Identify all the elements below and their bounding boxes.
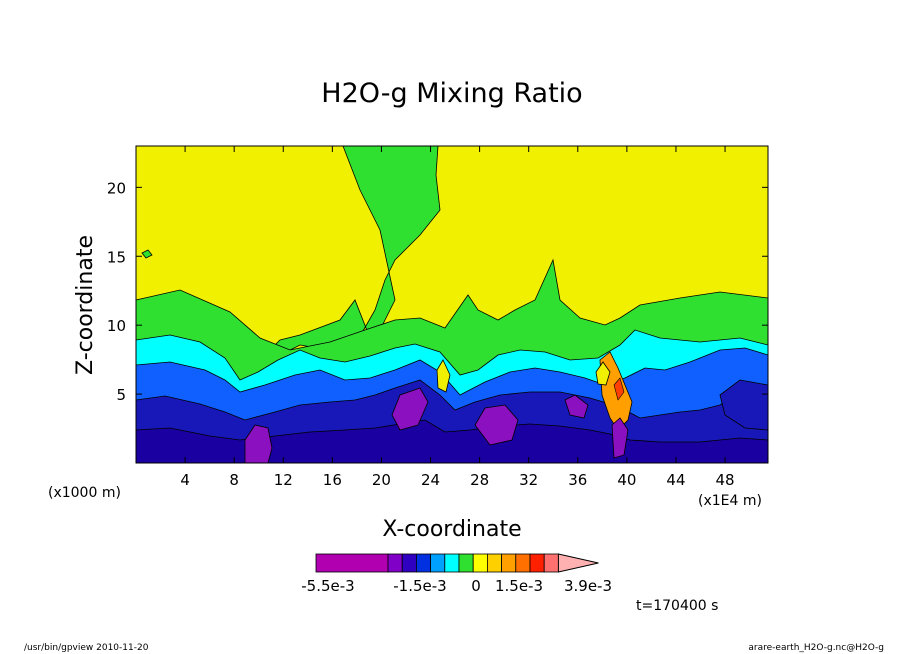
colorbar-cell bbox=[529, 553, 545, 573]
field-purple-3 bbox=[474, 404, 519, 446]
field-purple-4 bbox=[564, 394, 589, 419]
x-tick-label: 32 bbox=[519, 471, 538, 489]
x-tick-label: 16 bbox=[323, 471, 342, 489]
field-green-dot bbox=[141, 249, 153, 259]
field-darkblue-right bbox=[719, 379, 768, 431]
colorbar-tip bbox=[557, 553, 599, 573]
x-tick-label: 12 bbox=[274, 471, 293, 489]
colorbar-label: -5.5e-3 bbox=[301, 577, 354, 595]
colorbar-cell bbox=[387, 553, 403, 573]
time-label: t=170400 s bbox=[636, 598, 718, 614]
field-purple-cluster bbox=[611, 417, 629, 459]
colorbar-cell bbox=[458, 553, 474, 573]
colorbar-label: 0 bbox=[471, 577, 481, 595]
colorbar-cell bbox=[401, 553, 417, 573]
y-tick-label: 5 bbox=[116, 386, 126, 404]
x-tick-label: 24 bbox=[421, 471, 440, 489]
x-tick-label: 28 bbox=[470, 471, 489, 489]
colorbar-cell bbox=[543, 553, 559, 573]
x-axis-label: X-coordinate bbox=[382, 517, 521, 542]
colorbar-labels: -5.5e-3 -1.5e-3 0 1.5e-3 3.9e-3 bbox=[301, 577, 612, 595]
colorbar-cell bbox=[501, 553, 517, 573]
x-tick-label: 20 bbox=[372, 471, 391, 489]
colorbar-label: -1.5e-3 bbox=[393, 577, 446, 595]
x-tick-label: 36 bbox=[568, 471, 587, 489]
y-tick-marks: 5 10 15 20 bbox=[107, 179, 768, 404]
x-tick-marks: 4 8 12 16 20 24 28 32 36 40 44 48 bbox=[180, 146, 735, 489]
colorbar bbox=[315, 553, 599, 573]
footer-right: arare-earth_H2O-g.nc@H2O-g bbox=[748, 643, 884, 653]
x-tick-label: 48 bbox=[716, 471, 735, 489]
y-axis-label: Z-coordinate bbox=[73, 235, 98, 375]
chart-title: H2O-g Mixing Ratio bbox=[321, 78, 582, 109]
field-yellow-cluster bbox=[595, 361, 611, 386]
y-tick-label: 20 bbox=[107, 179, 126, 197]
colorbar-label: 1.5e-3 bbox=[495, 577, 543, 595]
colorbar-cell bbox=[315, 553, 389, 573]
colorbar-cell bbox=[472, 553, 488, 573]
colorbar-label: 3.9e-3 bbox=[564, 577, 612, 595]
colorbar-cell bbox=[444, 553, 460, 573]
x-tick-label: 8 bbox=[229, 471, 239, 489]
x-unit-note: (x1E4 m) bbox=[698, 493, 762, 509]
y-tick-label: 10 bbox=[107, 317, 126, 335]
field-red-cluster bbox=[613, 377, 625, 401]
field-yellow-blob bbox=[436, 359, 451, 393]
y-tick-label: 15 bbox=[107, 248, 126, 266]
colorbar-cell bbox=[486, 553, 502, 573]
colorbar-cell bbox=[430, 553, 446, 573]
x-tick-label: 44 bbox=[666, 471, 685, 489]
x-scale-note: (x1000 m) bbox=[48, 485, 121, 501]
colorbar-cell bbox=[515, 553, 531, 573]
x-tick-label: 4 bbox=[180, 471, 190, 489]
field-purple-2 bbox=[391, 387, 429, 431]
field-purple-1 bbox=[244, 424, 273, 463]
footer-left: /usr/bin/gpview 2010-11-20 bbox=[24, 643, 149, 653]
x-tick-label: 40 bbox=[617, 471, 636, 489]
colorbar-cell bbox=[415, 553, 431, 573]
